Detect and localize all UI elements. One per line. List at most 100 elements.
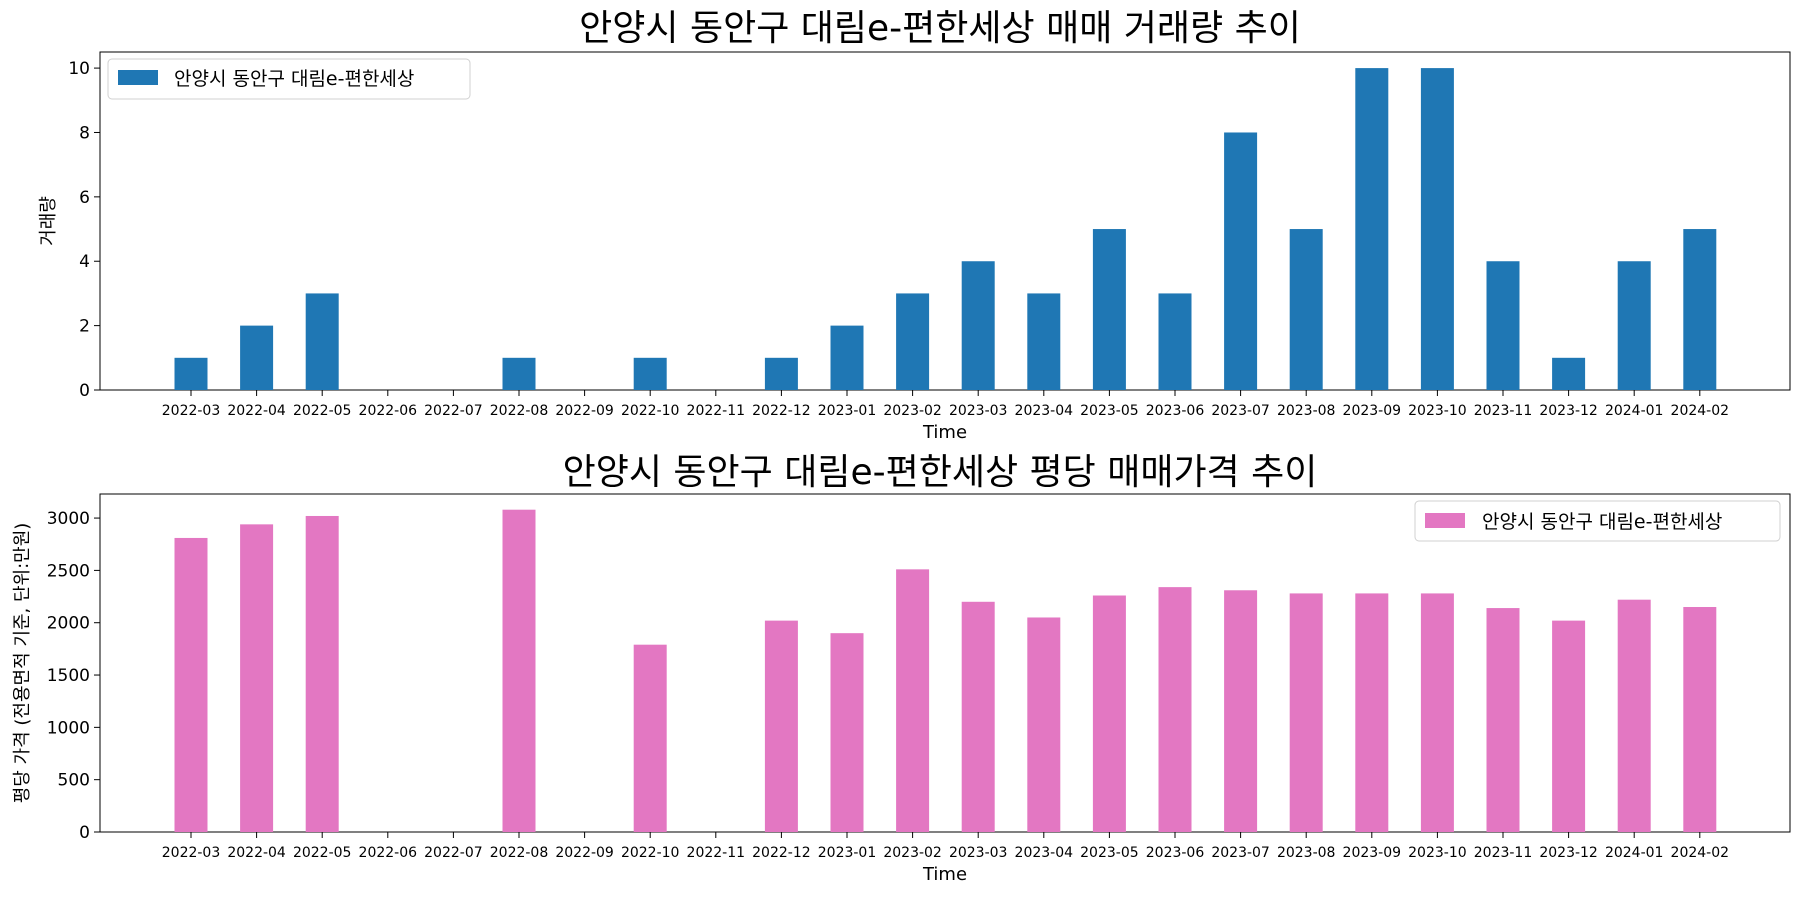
x-tick-label: 2023-05 (1080, 403, 1139, 419)
bar (830, 325, 864, 390)
legend-swatch (1425, 513, 1465, 528)
y-tick-label: 2500 (47, 561, 90, 581)
bar (961, 601, 995, 832)
bar (1355, 593, 1389, 832)
bar (1224, 132, 1258, 390)
bar (174, 357, 208, 390)
x-tick-label: 2023-11 (1474, 403, 1533, 419)
bar (764, 620, 798, 832)
x-tick-label: 2023-10 (1408, 403, 1467, 419)
bar (1617, 261, 1651, 390)
bar (1289, 229, 1323, 390)
x-tick-label: 2022-03 (162, 845, 221, 861)
x-tick-label: 2022-04 (227, 403, 286, 419)
bar (896, 293, 930, 390)
x-tick-label: 2022-05 (293, 845, 352, 861)
x-tick-label: 2022-06 (359, 403, 418, 419)
chart-trade-volume: 안양시 동안구 대림e-편한세상 매매 거래량 추이 0 2 4 6 8 10 2022-… (38, 8, 1791, 443)
chart-title: 안양시 동안구 대림e-편한세상 매매 거래량 추이 (579, 8, 1301, 49)
x-tick-label: 2024-02 (1671, 403, 1730, 419)
x-tick-label: 2023-01 (818, 845, 877, 861)
bar (1027, 617, 1061, 832)
y-tick-label: 0 (79, 823, 90, 843)
x-tick-label: 2023-10 (1408, 845, 1467, 861)
bar (1224, 590, 1258, 832)
bar (1420, 593, 1454, 832)
x-tick-label: 2023-09 (1343, 845, 1402, 861)
chart-price-per-pyeong: 안양시 동안구 대림e-편한세상 평당 매매가격 추이 0 500 1000 1500… (12, 452, 1791, 885)
x-tick-label: 2022-10 (621, 845, 680, 861)
x-tick-label: 2022-09 (555, 845, 614, 861)
y-tick-label: 3000 (47, 509, 90, 529)
bar (961, 261, 995, 390)
bar-series (174, 509, 1717, 832)
x-tick-label: 2023-01 (818, 403, 877, 419)
bar (1092, 229, 1126, 390)
x-axis: 2022-03 2022-04 2022-05 2022-06 2022-07 2022-… (162, 390, 1729, 419)
x-tick-label: 2023-04 (1015, 845, 1074, 861)
x-tick-label: 2023-09 (1343, 403, 1402, 419)
x-tick-label: 2023-07 (1211, 845, 1270, 861)
plot-area (99, 51, 1791, 391)
y-tick-label: 0 (79, 381, 90, 401)
bar (1486, 608, 1520, 832)
x-tick-label: 2022-11 (687, 403, 746, 419)
bar (1552, 357, 1586, 390)
y-tick-label: 8 (79, 123, 90, 143)
bar (1158, 293, 1192, 390)
x-tick-label: 2024-01 (1605, 403, 1664, 419)
x-tick-label: 2022-08 (490, 845, 549, 861)
bar (305, 293, 339, 390)
x-axis: 2022-03 2022-04 2022-05 2022-06 2022-07 2022-… (162, 832, 1729, 861)
legend: 안양시 동안구 대림e-편한세상 (107, 58, 471, 100)
x-tick-label: 2023-04 (1015, 403, 1074, 419)
x-tick-label: 2022-12 (752, 403, 811, 419)
y-axis: 0 2 4 6 8 10 (68, 59, 100, 401)
x-tick-label: 2022-12 (752, 845, 811, 861)
x-tick-label: 2023-03 (949, 845, 1008, 861)
x-tick-label: 2024-01 (1605, 845, 1664, 861)
x-tick-label: 2023-03 (949, 403, 1008, 419)
x-tick-label: 2022-07 (424, 845, 483, 861)
bar-series (174, 68, 1717, 390)
y-tick-label: 1500 (47, 666, 90, 686)
x-tick-label: 2023-12 (1539, 403, 1598, 419)
bar (502, 357, 536, 390)
bar (1289, 593, 1323, 832)
x-tick-label: 2023-08 (1277, 403, 1336, 419)
bar (633, 644, 667, 832)
x-tick-label: 2023-06 (1146, 403, 1205, 419)
bar (240, 524, 274, 832)
x-tick-label: 2022-07 (424, 403, 483, 419)
x-tick-label: 2023-02 (883, 845, 942, 861)
bar (1683, 229, 1717, 390)
bar (1552, 620, 1586, 832)
y-axis: 0 500 1000 1500 2000 2500 3000 (47, 509, 100, 843)
bar (830, 633, 864, 832)
bar (1486, 261, 1520, 390)
y-axis-label: 거래량 (38, 196, 59, 246)
bar (896, 569, 930, 832)
bar (502, 509, 536, 832)
x-tick-label: 2022-06 (359, 845, 418, 861)
bar (174, 537, 208, 832)
legend-box (1414, 500, 1781, 542)
x-tick-label: 2023-05 (1080, 845, 1139, 861)
y-tick-label: 500 (58, 771, 90, 791)
y-axis-label: 평당 가격 (전용면적 기준, 단위:만원) (12, 523, 33, 804)
legend-label: 안양시 동안구 대림e-편한세상 (174, 68, 414, 90)
x-tick-label: 2022-10 (621, 403, 680, 419)
x-tick-label: 2022-03 (162, 403, 221, 419)
x-axis-label: Time (922, 422, 967, 443)
legend-box (107, 58, 471, 100)
x-tick-label: 2023-11 (1474, 845, 1533, 861)
bar (1027, 293, 1061, 390)
legend-label: 안양시 동안구 대림e-편한세상 (1482, 511, 1722, 533)
bar (1092, 595, 1126, 832)
x-tick-label: 2022-08 (490, 403, 549, 419)
bar (633, 357, 667, 390)
bar (764, 357, 798, 390)
y-tick-label: 4 (79, 252, 90, 272)
bar (305, 515, 339, 832)
